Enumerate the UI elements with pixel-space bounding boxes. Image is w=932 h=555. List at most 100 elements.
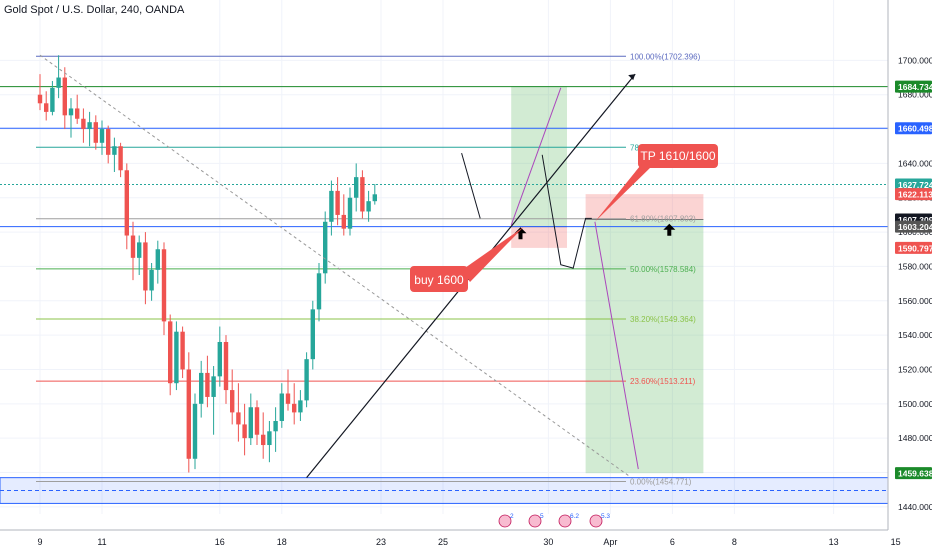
time-tick-label: 11 bbox=[97, 537, 106, 547]
price-label-text: 1459.638 bbox=[898, 469, 932, 479]
fib-level-label: 38.20%(1549.364) bbox=[630, 315, 696, 324]
time-tick-label: 8 bbox=[732, 537, 737, 547]
candle-body bbox=[372, 194, 377, 202]
dashed-trend-line bbox=[39, 54, 630, 477]
price-label-text: 1684.734 bbox=[898, 82, 932, 92]
candle-body bbox=[192, 403, 198, 459]
candle-body bbox=[62, 77, 67, 116]
price-label-badge bbox=[895, 241, 932, 254]
price-tick-label: 1440.000 bbox=[898, 502, 932, 512]
price-label-badge bbox=[895, 178, 932, 191]
tp-callout bbox=[638, 144, 718, 168]
candle-body bbox=[161, 249, 167, 322]
candle-body bbox=[149, 269, 154, 291]
candle-body bbox=[106, 129, 111, 155]
candle-body bbox=[186, 369, 191, 459]
candle-body bbox=[236, 412, 241, 425]
candle-body bbox=[298, 400, 303, 413]
candle-body bbox=[205, 372, 210, 397]
time-axis[interactable]: 9 11 16 18 23 25 30 Apr 6 8 13 152 5 6.2 5.3 bbox=[0, 513, 932, 550]
projection-path bbox=[541, 154, 592, 269]
price-tick-label: 1700.000 bbox=[898, 55, 932, 65]
candle-body bbox=[75, 108, 80, 119]
tp-callout-text: TP 1610/1600 bbox=[640, 149, 716, 163]
price-label-badge bbox=[895, 220, 932, 233]
time-axis-bg bbox=[0, 530, 932, 550]
candle-body bbox=[130, 235, 136, 258]
price-axis[interactable]: 1440.0001460.0001480.0001500.0001520.000… bbox=[887, 0, 932, 530]
candle-body bbox=[112, 146, 117, 155]
buy-callout-pointer bbox=[462, 226, 524, 282]
candle-body bbox=[223, 341, 229, 391]
candle-body bbox=[273, 420, 278, 432]
price-tick-label: 1520.000 bbox=[898, 364, 932, 374]
projection-arrow bbox=[461, 152, 481, 219]
candle-body bbox=[310, 309, 315, 360]
candle-body bbox=[347, 197, 353, 229]
event-badge-icon bbox=[558, 514, 572, 528]
price-label-text: 1622.113 bbox=[898, 190, 932, 200]
time-tick-label: 9 bbox=[37, 537, 42, 547]
price-label-text: 1627.724 bbox=[898, 180, 932, 190]
short-target-zone bbox=[585, 219, 704, 474]
candle-body bbox=[44, 103, 49, 112]
candle-body bbox=[254, 407, 260, 435]
candle-body bbox=[137, 242, 142, 258]
event-badge-icon bbox=[498, 514, 512, 528]
time-tick-label: Apr bbox=[603, 537, 617, 547]
time-tick-label: 16 bbox=[215, 537, 225, 547]
price-label-badge bbox=[895, 188, 932, 201]
short-stop-zone bbox=[585, 194, 704, 220]
up-arrow-icon bbox=[663, 223, 676, 236]
time-tick-label: 18 bbox=[277, 537, 287, 547]
candle-body bbox=[285, 393, 291, 404]
candle-body bbox=[199, 372, 204, 404]
price-tick-label: 1580.000 bbox=[898, 261, 932, 271]
price-label-text: 1607.309 bbox=[898, 215, 932, 225]
candle-body bbox=[211, 376, 216, 397]
drawings bbox=[39, 54, 676, 479]
candle-body bbox=[217, 341, 222, 377]
price-label-badge bbox=[895, 80, 932, 93]
purple-up-arrow bbox=[510, 87, 562, 226]
candle-body bbox=[366, 201, 371, 212]
candle-body bbox=[56, 77, 61, 88]
buy-callout bbox=[410, 266, 468, 292]
price-tick-label: 1640.000 bbox=[898, 158, 932, 168]
up-arrow-icon bbox=[514, 227, 527, 240]
price-tick-label: 1680.000 bbox=[898, 90, 932, 100]
fib-level-label: 100.00%(1702.396) bbox=[630, 52, 701, 61]
candle-body bbox=[316, 273, 322, 310]
price-label-text: 1603.204 bbox=[898, 222, 932, 232]
long-target-zone bbox=[511, 86, 567, 227]
candle-body bbox=[87, 122, 92, 130]
event-badge-count: 2 bbox=[510, 513, 514, 520]
candle-body bbox=[248, 407, 253, 439]
candles bbox=[37, 55, 377, 473]
purple-down-arrow bbox=[594, 221, 639, 470]
candle-body bbox=[279, 393, 284, 421]
fib-level-label: 61.80%(1607.803) bbox=[630, 215, 696, 224]
price-label-badge bbox=[895, 122, 932, 135]
candle-body bbox=[99, 129, 105, 143]
event-badge-icon bbox=[589, 514, 603, 528]
event-badge-count: 5.3 bbox=[601, 513, 610, 520]
time-tick-label: 15 bbox=[891, 537, 901, 547]
candle-body bbox=[304, 359, 309, 401]
zones bbox=[0, 86, 889, 504]
price-tick-label: 1500.000 bbox=[898, 399, 932, 409]
candle-body bbox=[168, 321, 173, 384]
candle-body bbox=[118, 146, 123, 171]
price-label-text: 1660.498 bbox=[898, 124, 932, 134]
time-tick-label: 30 bbox=[543, 537, 553, 547]
time-tick-label: 23 bbox=[376, 537, 386, 547]
candle-body bbox=[174, 331, 179, 384]
time-tick-label: 25 bbox=[438, 537, 448, 547]
price-label-badge bbox=[895, 467, 932, 480]
candle-body bbox=[242, 424, 247, 439]
time-tick-label: 13 bbox=[829, 537, 839, 547]
candle-body bbox=[261, 434, 266, 446]
candle-body bbox=[360, 177, 365, 212]
